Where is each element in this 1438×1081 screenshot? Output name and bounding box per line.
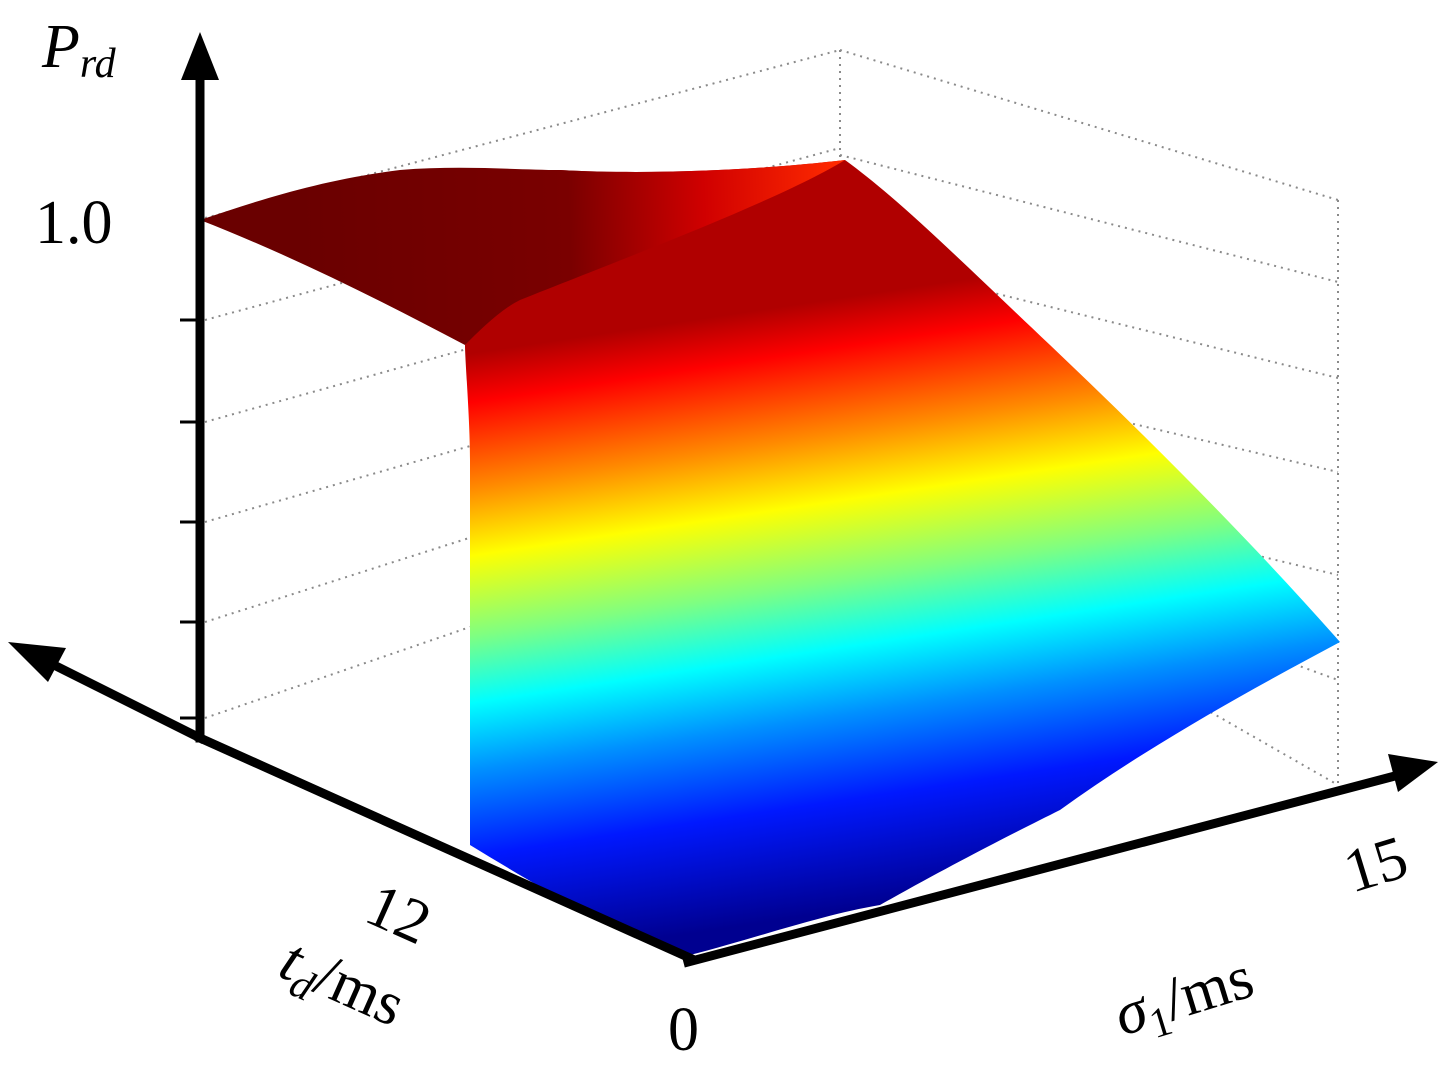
sigma-axis-arrowhead <box>1388 754 1438 792</box>
td-axis-arrowhead <box>8 642 66 682</box>
surface-top-face <box>200 160 845 345</box>
td-back-axis-line <box>45 657 207 745</box>
td-axis-label-unit: /ms <box>305 941 415 1040</box>
grid-line-7 <box>839 49 1339 201</box>
z-axis-label-sub: rd <box>80 41 117 87</box>
sigma-axis-label-unit: /ms <box>1156 943 1262 1034</box>
td-axis-tick-label: 12 <box>356 871 440 958</box>
surface <box>200 160 1340 955</box>
origin-label: 0 <box>668 996 699 1064</box>
z-axis-tick-label: 1.0 <box>35 189 113 257</box>
grid-line-0 <box>204 49 841 219</box>
z-axis-label-main: P <box>41 13 80 81</box>
z-axis-label: Prd <box>41 13 117 87</box>
td-axis-line <box>194 732 696 964</box>
axes <box>8 32 1438 968</box>
grid-line-9 <box>839 154 1339 283</box>
surface-slope-face <box>465 160 1340 955</box>
sigma-axis-line <box>682 770 1401 968</box>
sigma-axis-label: σ1/ms <box>1106 943 1263 1057</box>
sigma-axis-tick-label: 15 <box>1336 823 1415 906</box>
z-axis-arrowhead <box>181 32 219 80</box>
